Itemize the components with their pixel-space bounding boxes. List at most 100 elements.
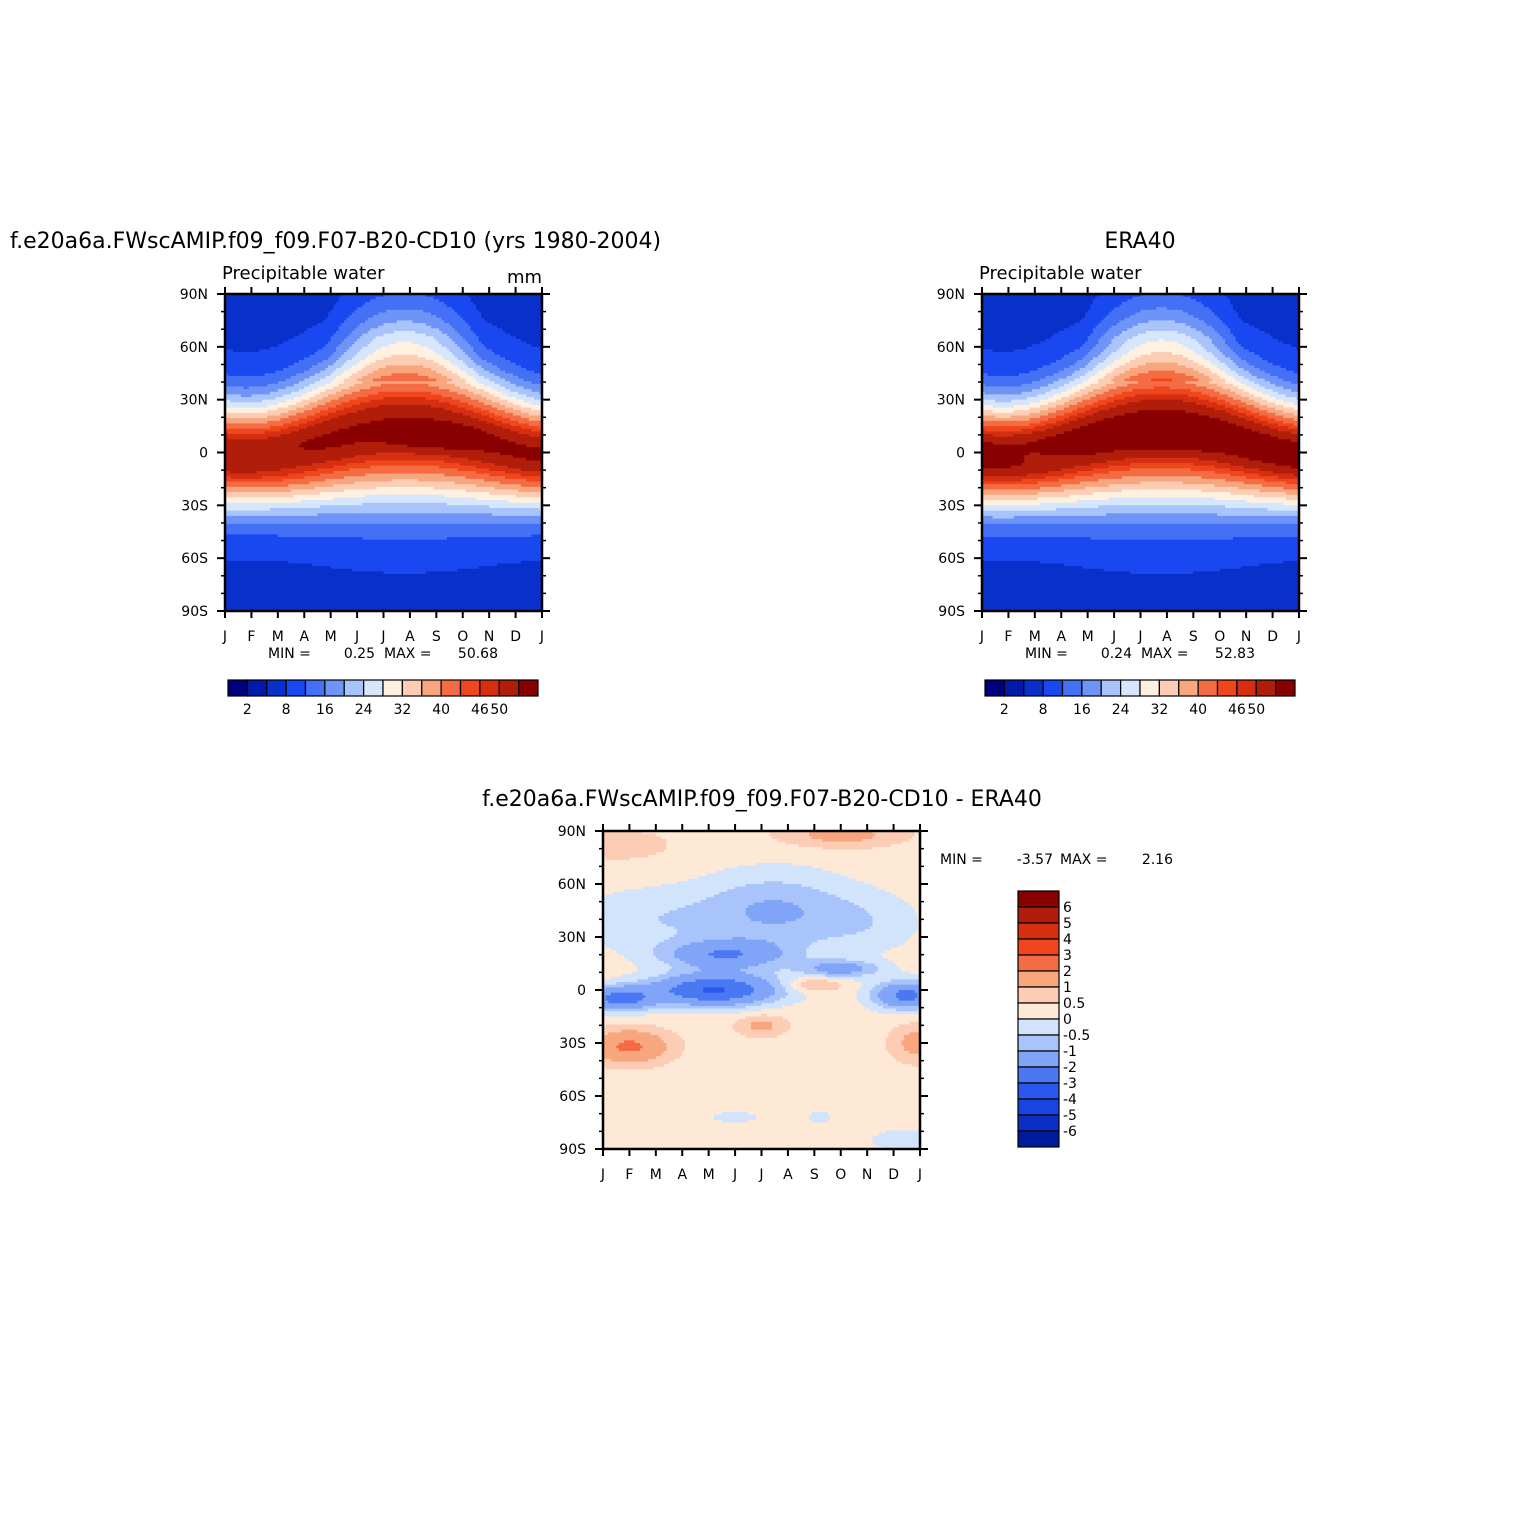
- contour-cell: [603, 1101, 921, 1105]
- contour-cell: [452, 338, 466, 343]
- contour-cell: [982, 581, 1300, 586]
- contour-cell: [225, 423, 284, 427]
- contour-cell: [322, 360, 337, 364]
- contour-cell: [312, 389, 326, 393]
- contour-cell: [1106, 402, 1128, 406]
- contour-cell: [1055, 360, 1078, 364]
- contour-cell: [1069, 325, 1097, 329]
- contour-cell: [441, 344, 459, 348]
- colorbar-swatch: [1017, 1050, 1060, 1068]
- contour-cell: [1248, 457, 1300, 462]
- contour-cell: [396, 341, 414, 345]
- contour-cell: [499, 367, 527, 372]
- contour-cell: [1061, 391, 1076, 395]
- contour-cell: [338, 299, 371, 303]
- contour-cell: [1177, 341, 1200, 345]
- contour-cell: [1283, 378, 1300, 382]
- contour-cell: [790, 1021, 911, 1026]
- contour-cell: [438, 399, 461, 403]
- contour-cell: [1111, 352, 1128, 356]
- y-tick-label: 90N: [937, 287, 965, 303]
- contour-cell: [341, 402, 361, 406]
- contour-cell: [1169, 386, 1208, 390]
- contour-cell: [982, 397, 1028, 401]
- contour-cell: [1185, 381, 1210, 385]
- colorbar-label: -4: [1063, 1092, 1077, 1108]
- contour-cell: [449, 455, 514, 459]
- contour-cell: [370, 386, 440, 390]
- contour-cell: [1063, 328, 1094, 332]
- contour-cell: [856, 995, 871, 999]
- contour-cell: [1114, 449, 1202, 454]
- contour-cell: [1124, 457, 1200, 462]
- contour-cell: [349, 346, 363, 351]
- contour-cell: [491, 386, 506, 390]
- contour-cell: [288, 404, 305, 409]
- contour-cell: [489, 370, 506, 374]
- contour-cell: [230, 399, 263, 403]
- contour-cell: [676, 1032, 741, 1036]
- contour-cell: [497, 389, 511, 393]
- contour-cell: [1222, 386, 1239, 390]
- contour-cell: [898, 990, 916, 994]
- contour-cell: [883, 1005, 921, 1010]
- colorbar-swatch: [1236, 679, 1257, 697]
- contour-cell: [473, 367, 485, 372]
- contour-cell: [1029, 370, 1060, 374]
- contour-cell: [605, 995, 646, 999]
- contour-cell: [1262, 484, 1300, 488]
- colorbar-label: 4: [1063, 932, 1072, 948]
- contour-cell: [1124, 370, 1150, 374]
- contour-cell: [1230, 463, 1276, 467]
- contour-cell: [634, 963, 670, 967]
- colorbar-swatch: [1017, 1082, 1060, 1100]
- contour-cell: [285, 386, 305, 390]
- contour-cell: [520, 365, 543, 369]
- contour-cell: [872, 1000, 884, 1004]
- colorbar-label: 2: [1063, 964, 1072, 980]
- contour-cell: [806, 950, 887, 954]
- contour-cell: [425, 397, 453, 401]
- contour-cell: [1090, 463, 1131, 467]
- contour-cell: [1032, 389, 1052, 393]
- contour-cell: [225, 399, 231, 403]
- contour-cell: [267, 420, 292, 425]
- contour-cell: [861, 1003, 879, 1007]
- contour-cell: [1045, 391, 1062, 395]
- contour-cell: [225, 391, 271, 395]
- contour-cell: [1262, 397, 1276, 401]
- contour-cell: [304, 386, 319, 390]
- contour-cell: [1230, 299, 1300, 303]
- contour-cell: [483, 449, 543, 454]
- contour-cell: [446, 537, 543, 541]
- contour-cell: [769, 831, 810, 835]
- contour-cell: [1037, 394, 1054, 398]
- contour-cell: [1106, 383, 1128, 388]
- contour-cell: [1277, 436, 1300, 440]
- contour-cell: [1116, 404, 1208, 409]
- contour-cell: [1137, 333, 1187, 337]
- contour-cell: [779, 968, 792, 973]
- contour-cell: [1148, 320, 1176, 324]
- contour-cell: [293, 494, 366, 499]
- contour-cell: [603, 990, 670, 994]
- contour-cell: [801, 984, 842, 988]
- y-tick-label: 30S: [938, 498, 965, 514]
- contour-cell: [330, 566, 480, 570]
- contour-cell: [510, 389, 533, 393]
- contour-cell: [225, 375, 292, 380]
- contour-cell: [898, 1024, 921, 1028]
- contour-cell: [790, 984, 802, 988]
- contour-cell: [225, 486, 316, 491]
- contour-cell: [1198, 412, 1231, 417]
- contour-cell: [225, 484, 289, 488]
- contour-cell: [1124, 412, 1200, 417]
- contour-cell: [750, 984, 773, 988]
- contour-cell: [444, 320, 466, 324]
- contour-cell: [225, 415, 268, 419]
- contour-cell: [1026, 346, 1081, 351]
- colorbar-swatch: [1120, 679, 1141, 697]
- contour-cell: [357, 370, 374, 374]
- contour-cell: [225, 407, 279, 411]
- contour-cell: [320, 378, 334, 382]
